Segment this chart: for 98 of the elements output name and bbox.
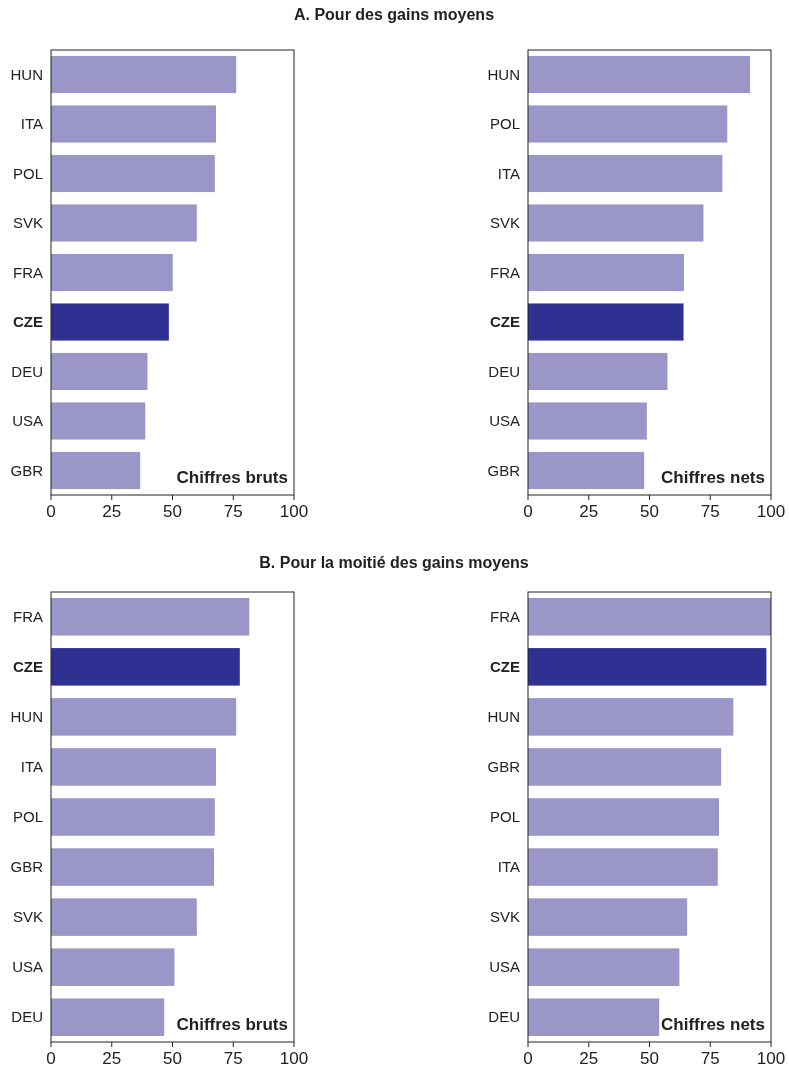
y-tick-label: FRA bbox=[13, 263, 43, 281]
x-tick-label: 25 bbox=[102, 502, 122, 521]
y-tick-label: ITA bbox=[20, 115, 43, 133]
y-tick-label: GBR bbox=[487, 461, 521, 479]
y-tick-label: CZE bbox=[490, 313, 520, 331]
x-tick-label: 25 bbox=[579, 1049, 599, 1068]
y-tick-label: CZE bbox=[13, 313, 43, 331]
y-tick-label: USA bbox=[12, 412, 43, 430]
y-tick-label: DEU bbox=[11, 1008, 43, 1026]
bar bbox=[528, 948, 680, 986]
bar bbox=[51, 598, 250, 636]
bar bbox=[51, 898, 197, 936]
x-tick-label: 0 bbox=[523, 502, 533, 521]
y-tick-label: USA bbox=[489, 958, 520, 976]
y-tick-label: GBR bbox=[487, 758, 521, 776]
y-tick-label: SVK bbox=[489, 908, 520, 926]
bar bbox=[51, 402, 146, 440]
y-tick-label: FRA bbox=[490, 608, 520, 626]
y-tick-label: HUN bbox=[487, 65, 520, 83]
x-tick-label: 100 bbox=[279, 1049, 309, 1068]
bar bbox=[528, 105, 728, 143]
bar bbox=[528, 352, 668, 391]
y-tick-label: GBR bbox=[10, 461, 44, 479]
x-tick-label: 50 bbox=[163, 502, 182, 521]
y-tick-label: HUN bbox=[10, 708, 43, 726]
y-tick-label: ITA bbox=[497, 164, 520, 182]
bar bbox=[528, 303, 684, 341]
bar bbox=[528, 748, 722, 786]
bar bbox=[528, 998, 660, 1036]
x-tick-label: 75 bbox=[700, 1049, 720, 1068]
bar bbox=[528, 451, 645, 490]
bar bbox=[51, 204, 197, 242]
x-tick-label: 100 bbox=[756, 502, 786, 521]
y-tick-label: CZE bbox=[13, 658, 43, 676]
x-tick-label: 25 bbox=[102, 1049, 122, 1068]
bar bbox=[528, 648, 767, 686]
y-tick-label: CZE bbox=[490, 658, 520, 676]
y-tick-label: DEU bbox=[488, 1008, 520, 1026]
y-tick-label: HUN bbox=[487, 708, 520, 726]
bar bbox=[528, 798, 719, 836]
x-tick-label: 50 bbox=[640, 502, 659, 521]
y-tick-label: SVK bbox=[489, 214, 520, 232]
y-tick-label: ITA bbox=[20, 758, 43, 776]
annotation: Chiffres bruts bbox=[176, 468, 288, 487]
bar bbox=[51, 303, 169, 341]
bar bbox=[528, 402, 647, 440]
bar bbox=[51, 848, 215, 886]
bar bbox=[51, 798, 215, 836]
bar bbox=[51, 698, 237, 736]
bar bbox=[528, 898, 688, 936]
bar bbox=[528, 204, 704, 242]
x-tick-label: 25 bbox=[579, 502, 599, 521]
x-tick-label: 75 bbox=[223, 1049, 243, 1068]
bar bbox=[528, 154, 723, 193]
y-tick-label: POL bbox=[12, 808, 43, 826]
y-tick-label: SVK bbox=[12, 908, 43, 926]
bar bbox=[51, 648, 240, 686]
x-tick-label: 0 bbox=[46, 1049, 56, 1068]
annotation: Chiffres bruts bbox=[176, 1015, 288, 1034]
bar bbox=[51, 154, 215, 193]
y-tick-label: HUN bbox=[10, 65, 43, 83]
y-tick-label: FRA bbox=[490, 263, 520, 281]
annotation: Chiffres nets bbox=[661, 1015, 765, 1034]
bar bbox=[51, 253, 173, 292]
bar bbox=[51, 948, 175, 986]
bar bbox=[51, 55, 237, 94]
bar bbox=[528, 253, 685, 292]
bar bbox=[528, 598, 771, 636]
y-tick-label: ITA bbox=[497, 858, 520, 876]
x-tick-label: 100 bbox=[756, 1049, 786, 1068]
y-tick-label: USA bbox=[12, 958, 43, 976]
x-tick-label: 50 bbox=[163, 1049, 182, 1068]
bar bbox=[51, 105, 216, 143]
y-tick-label: DEU bbox=[488, 362, 520, 380]
x-tick-label: 50 bbox=[640, 1049, 659, 1068]
y-tick-label: POL bbox=[489, 808, 520, 826]
x-tick-label: 0 bbox=[523, 1049, 533, 1068]
bar bbox=[51, 748, 216, 786]
bar bbox=[528, 55, 751, 94]
bar bbox=[51, 451, 141, 490]
x-tick-label: 0 bbox=[46, 502, 56, 521]
y-tick-label: SVK bbox=[12, 214, 43, 232]
y-tick-label: DEU bbox=[11, 362, 43, 380]
x-tick-label: 75 bbox=[223, 502, 243, 521]
x-tick-label: 100 bbox=[279, 502, 309, 521]
y-tick-label: FRA bbox=[13, 608, 43, 626]
bar bbox=[51, 352, 148, 391]
annotation: Chiffres nets bbox=[661, 468, 765, 487]
text: B. Pour la moitié des gains moyens bbox=[259, 554, 529, 571]
bar bbox=[528, 848, 718, 886]
x-tick-label: 75 bbox=[700, 502, 720, 521]
bar bbox=[528, 698, 734, 736]
bar bbox=[51, 998, 165, 1036]
y-tick-label: POL bbox=[12, 164, 43, 182]
y-tick-label: GBR bbox=[10, 858, 44, 876]
y-tick-label: POL bbox=[489, 115, 520, 133]
text: A. Pour des gains moyens bbox=[293, 6, 495, 23]
y-tick-label: USA bbox=[489, 412, 520, 430]
